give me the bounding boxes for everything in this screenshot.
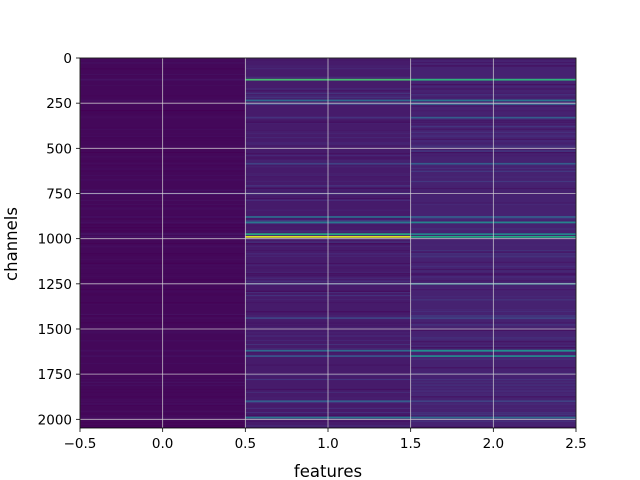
y-axis-ticks: 0 250 500 750 1000 1250 1500 1750 2000 — [38, 51, 80, 428]
x-axis-ticks: −0.5 0.0 0.5 1.0 1.5 2.0 2.5 — [64, 428, 587, 452]
y-tick-label: 1000 — [38, 232, 72, 248]
y-tick-label: 0 — [63, 51, 72, 67]
y-tick-label: 2000 — [38, 412, 72, 428]
x-tick-label: −0.5 — [64, 436, 97, 452]
y-tick-label: 1750 — [38, 367, 72, 383]
x-tick-label: 2.0 — [483, 436, 504, 452]
x-tick-label: 0.5 — [235, 436, 256, 452]
y-tick-label: 750 — [46, 186, 72, 202]
x-tick-label: 1.5 — [400, 436, 421, 452]
y-tick-label: 1250 — [38, 277, 72, 293]
y-tick-label: 1500 — [38, 322, 72, 338]
x-tick-label: 0.0 — [152, 436, 173, 452]
y-tick-label: 250 — [46, 96, 72, 112]
x-axis-label: features — [294, 462, 362, 480]
y-axis-label: channels — [2, 207, 21, 281]
x-tick-label: 1.0 — [317, 436, 338, 452]
x-tick-label: 2.5 — [565, 436, 586, 452]
y-tick-label: 500 — [46, 141, 72, 157]
